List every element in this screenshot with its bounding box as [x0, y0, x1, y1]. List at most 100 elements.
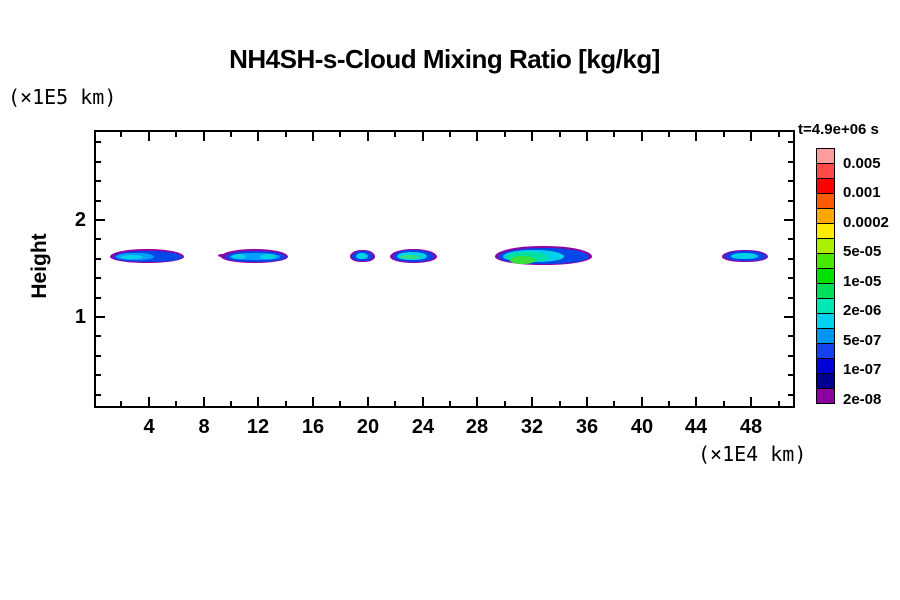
- x-axis-tick: [449, 401, 451, 406]
- x-axis-tick-top: [230, 132, 232, 137]
- x-axis-tick: [422, 397, 424, 406]
- x-axis-tick-top: [778, 132, 780, 137]
- y-axis-tick-right: [788, 355, 793, 357]
- x-axis-unit-label: (×1E4 km): [698, 442, 807, 466]
- x-axis-tick-label: 8: [198, 416, 210, 438]
- plot-area-frame: [94, 130, 795, 408]
- cloud-2-layer: [259, 253, 277, 260]
- colorbar-cell: [816, 193, 835, 209]
- y-axis-tick: [96, 200, 101, 202]
- x-axis-tick: [531, 397, 533, 406]
- x-axis-tick-top: [422, 132, 424, 141]
- colorbar-tick-label: 0.0002: [843, 214, 889, 231]
- x-axis-tick: [120, 401, 122, 406]
- x-axis-tick-top: [175, 132, 177, 137]
- y-axis-tick: [96, 277, 101, 279]
- y-axis-tick: [96, 335, 101, 337]
- x-axis-tick: [750, 397, 752, 406]
- colorbar-tick-label: 2e-08: [843, 391, 882, 408]
- y-axis-tick: [96, 394, 101, 396]
- x-axis-tick-top: [285, 132, 287, 137]
- x-axis-tick: [312, 397, 314, 406]
- x-axis-tick-top: [504, 132, 506, 137]
- x-axis-tick: [559, 401, 561, 406]
- y-axis-tick: [96, 219, 105, 221]
- x-axis-tick-label: 4: [143, 416, 155, 438]
- y-axis-tick-right: [788, 161, 793, 163]
- y-axis-tick-label: 2: [74, 209, 86, 231]
- y-axis-tick: [96, 161, 101, 163]
- colorbar-cell: [816, 163, 835, 179]
- x-axis-tick-top: [723, 132, 725, 137]
- x-axis-tick-top: [257, 132, 259, 141]
- x-axis-tick: [586, 397, 588, 406]
- x-axis-tick: [367, 397, 369, 406]
- colorbar-tick-label: 1e-07: [843, 361, 882, 378]
- colorbar-cell: [816, 148, 835, 164]
- cloud-3-layer: [356, 253, 368, 260]
- y-axis-tick: [96, 316, 105, 318]
- y-axis-tick-right: [788, 335, 793, 337]
- x-axis-tick-top: [695, 132, 697, 141]
- y-axis-tick-right: [784, 219, 793, 221]
- colorbar-tick-label: 5e-05: [843, 243, 882, 260]
- cloud-5-layer: [509, 256, 535, 265]
- y-axis-tick-right: [788, 180, 793, 182]
- x-axis-tick: [504, 401, 506, 406]
- y-axis-tick-right: [788, 374, 793, 376]
- colorbar-tick-label: 2e-06: [843, 302, 882, 319]
- colorbar-cell: [816, 373, 835, 389]
- x-axis-tick: [613, 401, 615, 406]
- y-axis-tick-right: [788, 141, 793, 143]
- x-axis-tick: [230, 401, 232, 406]
- colorbar-cell: [816, 283, 835, 299]
- x-axis-tick: [203, 397, 205, 406]
- cloud-2-layer: [232, 254, 246, 260]
- x-axis-tick-top: [476, 132, 478, 141]
- y-axis-tick: [96, 258, 101, 260]
- y-axis-tick-right: [788, 277, 793, 279]
- x-axis-tick-top: [559, 132, 561, 137]
- x-axis-tick: [641, 397, 643, 406]
- x-axis-tick-label: 12: [246, 416, 270, 438]
- x-axis-tick: [148, 397, 150, 406]
- x-axis-tick-top: [750, 132, 752, 141]
- x-axis-tick-top: [613, 132, 615, 137]
- colorbar-cell: [816, 268, 835, 284]
- x-axis-tick-top: [668, 132, 670, 137]
- colorbar-tick-label: 5e-07: [843, 332, 882, 349]
- x-axis-tick: [175, 401, 177, 406]
- x-axis-tick: [778, 401, 780, 406]
- cloud-1-layer: [121, 254, 144, 259]
- x-axis-tick: [257, 397, 259, 406]
- x-axis-tick-top: [339, 132, 341, 137]
- x-axis-tick-label: 48: [739, 416, 763, 438]
- y-axis-tick: [96, 141, 101, 143]
- y-axis-unit-label: (×1E5 km): [8, 85, 117, 109]
- x-axis-tick: [285, 401, 287, 406]
- y-axis-tick-right: [788, 394, 793, 396]
- x-axis-tick-label: 44: [684, 416, 708, 438]
- x-axis-tick-label: 24: [411, 416, 435, 438]
- x-axis-tick: [668, 401, 670, 406]
- colorbar-tick-label: 0.001: [843, 184, 881, 201]
- chart-title: NH4SH-s-Cloud Mixing Ratio [kg/kg]: [229, 44, 660, 74]
- x-axis-tick-top: [586, 132, 588, 141]
- colorbar-cell: [816, 358, 835, 374]
- colorbar-time-label: t=4.9e+06 s: [798, 121, 879, 138]
- y-axis-tick: [96, 297, 101, 299]
- y-axis-tick-right: [788, 200, 793, 202]
- x-axis-tick-label: 20: [356, 416, 380, 438]
- x-axis-tick: [394, 401, 396, 406]
- x-axis-tick-top: [312, 132, 314, 141]
- colorbar-cell: [816, 313, 835, 329]
- y-axis-tick-right: [784, 316, 793, 318]
- x-axis-tick-top: [641, 132, 643, 141]
- x-axis-tick-label: 40: [630, 416, 654, 438]
- x-axis-tick: [723, 401, 725, 406]
- colorbar-cell: [816, 178, 835, 194]
- colorbar-cell: [816, 298, 835, 314]
- y-axis-tick: [96, 374, 101, 376]
- y-axis-tick-right: [788, 258, 793, 260]
- colorbar-cell: [816, 388, 835, 404]
